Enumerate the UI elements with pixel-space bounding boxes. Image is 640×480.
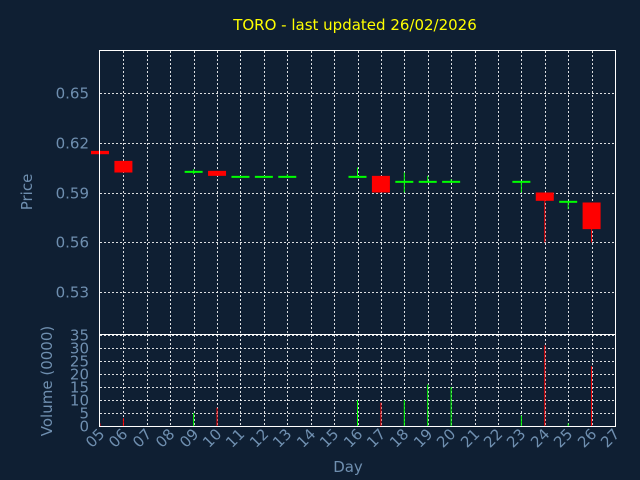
price-tick-label: 0.56 [56, 234, 89, 252]
candle-body [442, 180, 461, 183]
price-tick-label: 0.62 [56, 135, 89, 153]
chart-title: TORO - last updated 26/02/2026 [232, 16, 477, 34]
volume-tick-label: 10 [70, 392, 89, 410]
volume-plot-frame [99, 334, 616, 427]
candle-body [231, 175, 250, 178]
day-tick-label: 15 [316, 425, 342, 451]
day-tick-label: 18 [386, 425, 412, 451]
candle-body [371, 175, 390, 193]
day-tick-labels: 0506070809101112131415161718192021222324… [82, 425, 623, 451]
price-tick-labels: 0.53 0.56 0.59 0.62 0.65 [56, 85, 89, 302]
day-tick-label: 25 [550, 425, 576, 451]
volume-tick-label: 15 [70, 379, 89, 397]
candle-body [114, 160, 133, 173]
candle-body [559, 200, 578, 203]
candle-body [418, 180, 437, 183]
volume-tick-label: 5 [79, 405, 89, 423]
volume-tick-label: 30 [70, 340, 89, 358]
candle-body [348, 175, 367, 178]
candle-body [512, 180, 531, 183]
volume-tick-label: 25 [70, 353, 89, 371]
candle-body [395, 180, 414, 183]
volume-tick-label: 20 [70, 366, 89, 384]
candle-body [535, 192, 554, 201]
volume-axis-label: Volume (0000) [38, 326, 56, 436]
price-tick-label: 0.53 [56, 284, 89, 302]
day-tick-label: 11 [222, 425, 248, 451]
day-tick-label: 13 [269, 425, 295, 451]
volume-bars [99, 345, 593, 426]
price-tick-label: 0.59 [56, 185, 89, 203]
day-tick-label: 23 [503, 425, 529, 451]
candle-body [254, 175, 273, 178]
x-axis-label: Day [333, 458, 363, 476]
day-tick-label: 20 [433, 425, 459, 451]
price-tick-label: 0.65 [56, 85, 89, 103]
candle-body [278, 175, 297, 178]
price-axis-label: Price [18, 174, 36, 211]
candle-body [184, 170, 203, 173]
candle-body [208, 170, 227, 176]
day-tick-label: 08 [152, 425, 178, 451]
candle-body [582, 202, 601, 230]
price-candles [91, 150, 601, 243]
day-tick-label: 06 [105, 425, 131, 451]
volume-tick-label: 0 [79, 418, 89, 436]
volume-tick-label: 35 [70, 327, 89, 345]
day-tick-label: 27 [597, 425, 623, 451]
